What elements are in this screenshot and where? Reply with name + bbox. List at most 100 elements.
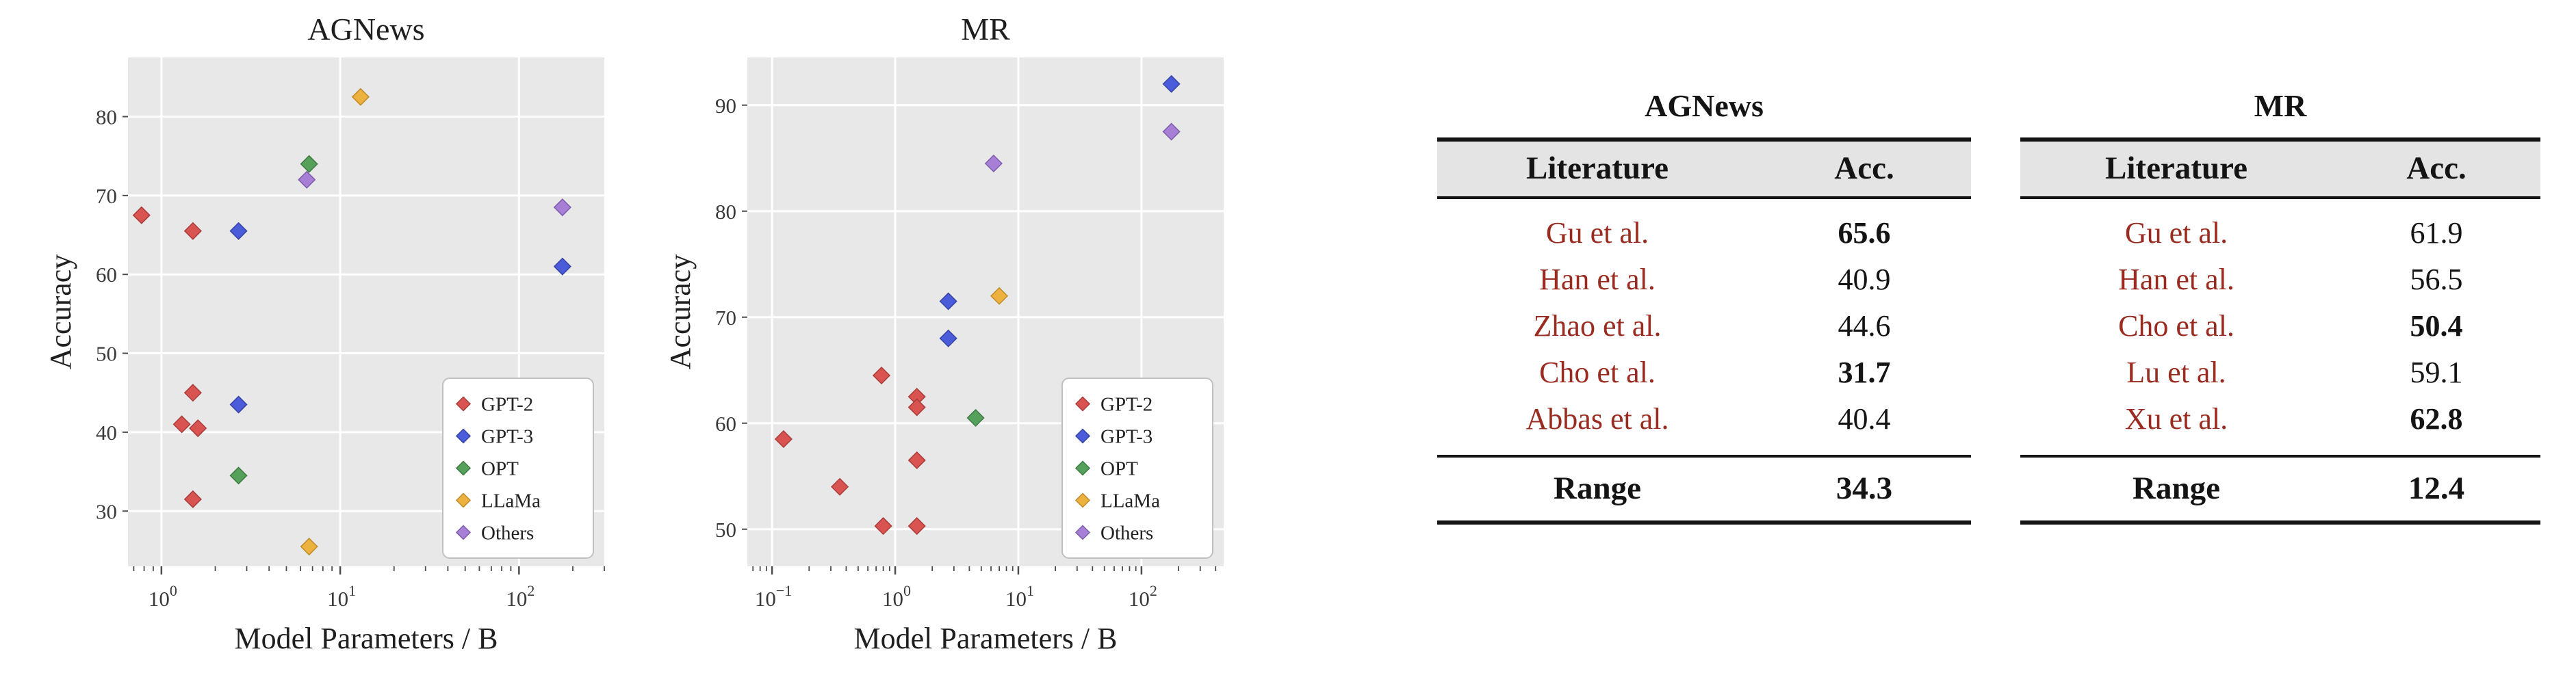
- accuracy-cell: 40.9: [1838, 263, 1891, 296]
- table-title: AGNews: [1645, 88, 1764, 123]
- grid-lines: [128, 57, 604, 566]
- legend-marker: [1074, 428, 1091, 444]
- column-header-literature: Literature: [1526, 150, 1669, 186]
- scatter-point: [229, 466, 248, 485]
- x-tick-label: 10−1: [755, 582, 792, 611]
- accuracy-cell: 44.6: [1838, 309, 1891, 343]
- table-row: Han et al. 40.9: [1437, 256, 1971, 303]
- literature-cell: Abbas et al.: [1525, 402, 1669, 436]
- legend-marker: [455, 428, 472, 444]
- table-body: Gu et al. 65.6 Han et al. 40.9 Zhao et al. 44…: [1437, 199, 1971, 455]
- scatter-point: [553, 198, 571, 217]
- table-body: Gu et al. 61.9 Han et al. 56.5 Cho et al. 50.…: [2020, 199, 2540, 455]
- scatter-point: [874, 517, 892, 536]
- x-tick-label: 100: [149, 582, 177, 611]
- y-tick-label: 90: [715, 94, 736, 118]
- legend-marker: [1074, 525, 1091, 540]
- table-bottom-rule: [2020, 520, 2540, 525]
- y-tick-label: 80: [96, 105, 117, 129]
- table-top-rule: [2020, 137, 2540, 142]
- legend-item: OPT: [1074, 458, 1138, 480]
- table-mid-rule: [1437, 196, 1971, 199]
- series-opt: [966, 408, 985, 427]
- agnews-scatter-chart: 30 40 50 60 70 80 100 101 102 AGNews Model Paramet…: [44, 12, 605, 655]
- accuracy-cell: 31.7: [1838, 356, 1891, 389]
- y-tick-label: 70: [715, 306, 736, 330]
- scatter-point: [907, 517, 926, 536]
- series-others: [984, 122, 1181, 173]
- y-tick-label: 60: [96, 263, 117, 287]
- column-header-literature: Literature: [2105, 150, 2247, 186]
- scatter-point: [939, 329, 957, 347]
- table-row: Lu et al. 59.1: [2020, 349, 2540, 396]
- scatter-point: [229, 222, 248, 240]
- literature-cell: Gu et al.: [2124, 216, 2228, 250]
- legend-box: [1061, 378, 1213, 559]
- accuracy-cell: 62.8: [2410, 402, 2463, 436]
- tick-labels: 30 40 50 60 70 80 100 101 102: [96, 105, 534, 611]
- legend-label: Others: [481, 523, 534, 544]
- scatter-point: [300, 538, 318, 556]
- x-tick-label: 100: [882, 582, 911, 611]
- chart-title: AGNews: [307, 12, 424, 47]
- series-gpt-3: [229, 222, 571, 414]
- literature-cell: Gu et al.: [1545, 216, 1649, 250]
- axis-ticks: [742, 104, 1217, 575]
- legend-marker: [1074, 460, 1091, 476]
- chart-title: MR: [961, 12, 1010, 47]
- table-mid-rule: [2020, 196, 2540, 199]
- legend-label: LLaMa: [481, 490, 541, 512]
- legend-item: OPT: [455, 458, 519, 480]
- x-tick-label: 102: [506, 582, 534, 611]
- legend-label: OPT: [1100, 458, 1138, 480]
- mr-literature-table: MR Literature Acc. Gu et al. 61.9 Han et al. 5…: [2020, 88, 2540, 525]
- y-tick-label: 60: [715, 412, 736, 436]
- legend-item: GPT-3: [455, 426, 533, 448]
- legend-label: GPT-2: [481, 394, 533, 416]
- scatter-point: [907, 451, 926, 470]
- legend: GPT-2 GPT-3 OPT LLaMa Others: [442, 378, 594, 559]
- table-mid-rule-2: [1437, 455, 1971, 458]
- accuracy-cell: 61.9: [2410, 216, 2463, 250]
- table-bottom-rule: [1437, 520, 1971, 525]
- y-tick-label: 70: [96, 184, 117, 208]
- legend-label: GPT-2: [1100, 394, 1152, 416]
- legend-marker: [455, 492, 472, 508]
- scatter-point: [553, 257, 571, 276]
- legend-label: OPT: [481, 458, 519, 480]
- literature-cell: Han et al.: [2118, 263, 2234, 296]
- legend-marker: [455, 460, 472, 476]
- legend-marker: [1074, 396, 1091, 412]
- table-header-row: Literature Acc.: [2020, 142, 2540, 196]
- series-gpt-2: [132, 206, 207, 509]
- literature-cell: Han et al.: [1539, 263, 1656, 296]
- table-range-row: Range 34.3: [1437, 458, 1971, 520]
- scatter-point: [831, 477, 849, 496]
- range-value: 34.3: [1836, 471, 1893, 506]
- y-axis-label: Accuracy: [44, 254, 77, 370]
- scatter-point: [183, 384, 202, 402]
- legend-label: Others: [1100, 523, 1153, 544]
- scatter-point: [172, 415, 191, 434]
- legend: GPT-2 GPT-3 OPT LLaMa Others: [1061, 378, 1213, 559]
- legend-marker: [1074, 492, 1091, 508]
- table-top-rule: [1437, 137, 1971, 142]
- legend-marker: [455, 396, 472, 412]
- legend-item: GPT-3: [1074, 426, 1152, 448]
- range-value: 12.4: [2408, 471, 2465, 506]
- x-tick-label: 101: [327, 582, 356, 611]
- table-row: Xu et al. 62.8: [2020, 396, 2540, 443]
- accuracy-cell: 50.4: [2410, 309, 2463, 343]
- literature-cell: Zhao et al.: [1533, 309, 1662, 343]
- legend-label: LLaMa: [1100, 490, 1160, 512]
- legend-label: GPT-3: [481, 426, 533, 448]
- literature-cell: Cho et al.: [1539, 356, 1656, 389]
- scatter-point: [229, 395, 248, 414]
- accuracy-cell: 40.4: [1838, 402, 1891, 436]
- scatter-point: [939, 292, 957, 311]
- axis-ticks: [123, 116, 605, 575]
- legend-item: GPT-2: [455, 394, 533, 416]
- table-range-row: Range 12.4: [2020, 458, 2540, 520]
- scatter-point: [990, 287, 1009, 305]
